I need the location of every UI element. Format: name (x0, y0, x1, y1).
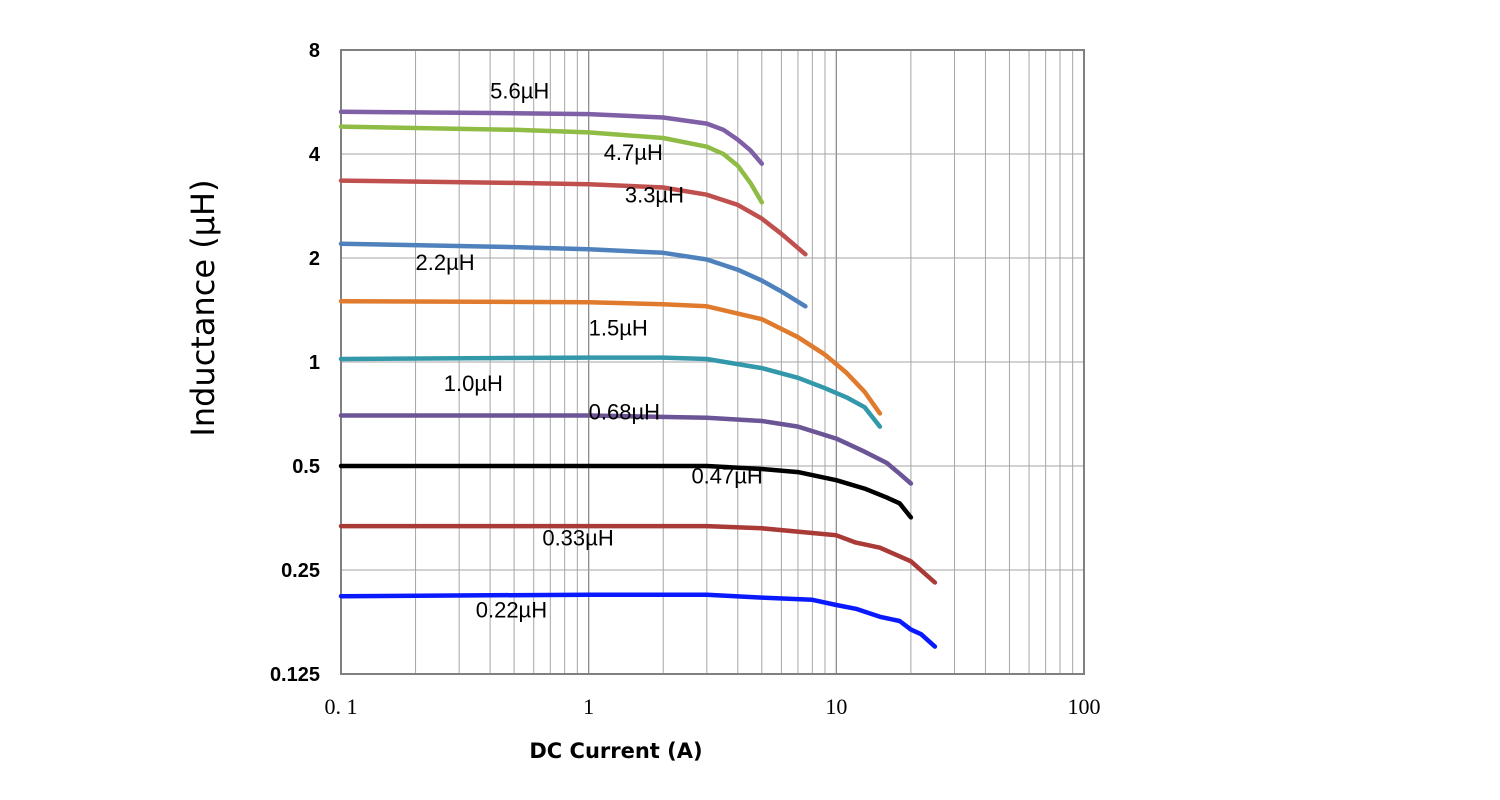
plot-area-frame (340, 49, 1085, 675)
series-line-5-6-H (338, 109, 765, 166)
series-label: 0.47µH (691, 463, 762, 488)
x-axis-label: DC Current (A) (529, 739, 702, 763)
y-tick-label: 1 (309, 352, 320, 374)
series-line-0-68-H (338, 413, 914, 486)
x-tick-label: 100 (1068, 694, 1101, 719)
series-label: 0.22µH (476, 598, 547, 623)
x-tick-label: 0. 1 (325, 694, 358, 719)
series-label: 2.2µH (416, 250, 475, 275)
x-tick-label: 1 (583, 694, 594, 719)
series-line-3-3-H (338, 178, 808, 257)
series-line-1-0-H (338, 355, 883, 429)
series-line-1-5-H (338, 298, 883, 416)
series-label: 0.68µH (589, 399, 660, 424)
y-tick-label: 4 (309, 144, 321, 166)
x-tick-label: 10 (825, 694, 847, 719)
series-line-0-47-H (338, 463, 914, 520)
series-label: 1.5µH (589, 315, 648, 340)
y-tick-label: 0.25 (281, 560, 320, 582)
series-labels: 5.6µH 4.7µH 3.3µH 2.2µH 1.5µH 1.0µH 0.68µH 0.47… (416, 79, 763, 623)
y-tick-label: 2 (309, 248, 320, 270)
series-label: 5.6µH (490, 79, 549, 104)
series-label: 4.7µH (604, 140, 663, 165)
y-tick-label: 0.5 (292, 456, 320, 478)
series-line-0-33-H (338, 523, 938, 585)
series-label: 3.3µH (625, 183, 684, 208)
y-tick-label: 0.125 (270, 664, 320, 686)
series-line-2-2-H (338, 241, 808, 309)
series-line-4-7-H (338, 124, 765, 205)
y-tick-label: 8 (309, 40, 320, 62)
x-axis-ticks: 0. 1 1 10 100 (325, 694, 1101, 719)
series-label: 1.0µH (444, 371, 503, 396)
series-label: 0.33µH (542, 526, 613, 551)
y-axis-ticks: 0.125 0.25 0.5 1 2 4 8 (270, 40, 321, 686)
y-axis-label: Inductance (µH) (184, 179, 222, 436)
series-line-0-22-H (338, 592, 938, 649)
series-lines (338, 109, 938, 649)
